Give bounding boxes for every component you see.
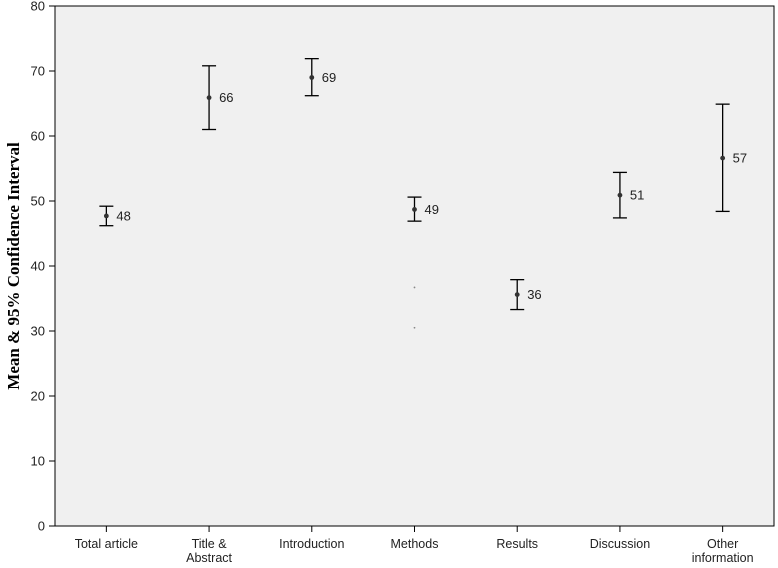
x-axis: Total article Title & Abstract Introduction… [75,526,754,565]
mean-marker [206,95,212,101]
error-bar-group: 51 [612,171,644,219]
data-label: 66 [219,90,233,105]
y-tick-label: 60 [31,129,45,144]
mean-marker [720,155,726,161]
x-tick-label: Total article [75,537,138,551]
x-tick-label-line: Introduction [279,537,344,551]
x-tick-label: Methods [391,537,439,551]
y-tick-label: 10 [31,454,45,469]
data-label: 69 [322,70,336,85]
chart-marks: 48 66 69 49 36 51 57 [99,58,747,329]
y-tick-label: 0 [38,519,45,534]
y-axis-label: Mean & 95% Confidence Interval [4,142,23,390]
error-bar-group: 66 [202,65,234,131]
error-bar-group: 69 [304,58,336,97]
x-tick-label: Discussion [590,537,650,551]
x-tick-label-line: Methods [391,537,439,551]
y-tick-label: 80 [31,0,45,14]
x-tick-label-line: Results [496,537,538,551]
x-tick-label-line: Total article [75,537,138,551]
x-tick-label-line: Abstract [186,551,232,563]
x-tick-label-line: Title & [192,537,228,551]
y-tick-label: 20 [31,389,45,404]
plot-area [54,5,775,527]
mean-marker [103,213,109,219]
x-tick-label: Title & Abstract [186,537,232,563]
x-tick-label-line: information [692,551,754,563]
y-tick-label: 50 [31,194,45,209]
data-label: 51 [630,188,644,203]
mean-marker [514,292,520,297]
mean-marker [412,207,417,212]
error-bar-group: 36 [510,278,542,311]
y-tick-label: 40 [31,259,45,274]
x-tick-label: Results [496,537,538,551]
data-label: 57 [733,151,747,166]
stray-mark [413,286,416,289]
x-tick-label: Other information [692,537,754,563]
error-bar-group: 48 [99,205,131,227]
x-tick-label-line: Other [707,537,738,551]
data-label: 49 [425,202,439,217]
error-bar-group: 49 [407,196,439,222]
stray-mark [413,326,416,329]
error-bar-group: 57 [715,103,747,213]
y-tick-label: 30 [31,324,45,339]
mean-marker [309,75,315,80]
x-tick-label: Introduction [279,537,344,551]
mean-marker [617,192,623,198]
data-label: 36 [527,287,541,302]
y-tick-label: 70 [31,64,45,79]
y-axis: 0 10 20 30 40 50 60 70 80 [31,0,55,534]
data-label: 48 [116,208,130,223]
x-tick-label-line: Discussion [590,537,650,551]
